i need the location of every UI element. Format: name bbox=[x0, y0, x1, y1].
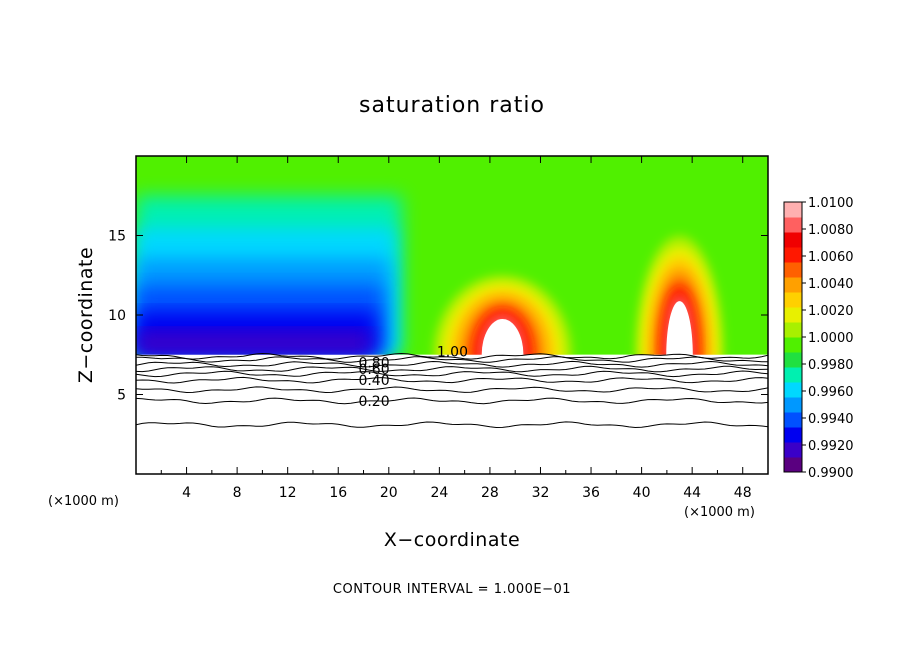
x-tick-label: 40 bbox=[633, 485, 651, 501]
x-axis-unit-label-right: (×1000 m) bbox=[684, 505, 755, 520]
x-tick-label: 48 bbox=[734, 485, 752, 501]
colorbar-swatch bbox=[784, 412, 802, 428]
colorbar-swatch bbox=[784, 232, 802, 248]
contour-lines bbox=[136, 352, 768, 429]
colorbar-swatch bbox=[784, 337, 802, 353]
colorbar-swatch bbox=[784, 322, 802, 338]
colorbar-swatch bbox=[784, 262, 802, 278]
y-axis: 5 10 15 bbox=[108, 229, 768, 404]
x-tick-label: 36 bbox=[582, 485, 600, 501]
x-tick-label: 16 bbox=[329, 485, 347, 501]
contour-line bbox=[136, 397, 768, 405]
x-tick-label: 44 bbox=[683, 485, 701, 501]
x-tick-label: 20 bbox=[380, 485, 398, 501]
contour-line bbox=[136, 421, 768, 429]
field-band-indigo bbox=[136, 330, 370, 355]
colorbar-label: 0.9960 bbox=[808, 385, 854, 400]
contour-line bbox=[136, 356, 768, 363]
colorbar-swatch bbox=[784, 442, 802, 458]
colorbar-swatch bbox=[784, 457, 802, 473]
colorbar-label: 0.9900 bbox=[808, 466, 854, 481]
y-axis-label: Z−coordinate bbox=[75, 247, 97, 383]
contour-line bbox=[136, 365, 768, 373]
x-axis-label: X−coordinate bbox=[384, 529, 520, 551]
colorbar-label: 1.0060 bbox=[808, 250, 854, 265]
field-unsaturated-layer bbox=[136, 354, 768, 474]
colorbar-label: 1.0020 bbox=[808, 304, 854, 319]
colorbar-swatch bbox=[784, 217, 802, 233]
x-axis-unit-label: (×1000 m) bbox=[48, 494, 119, 509]
contour-label: 0.60 bbox=[358, 362, 389, 378]
contour-line bbox=[136, 376, 768, 384]
x-axis: 4 8 12 16 20 24 28 32 36 40 44 48 bbox=[160, 156, 752, 501]
x-tick-label: 32 bbox=[532, 485, 550, 501]
colorbar-swatch bbox=[784, 427, 802, 443]
colorbar-label: 1.0040 bbox=[808, 277, 854, 292]
colorbar-swatch bbox=[784, 202, 802, 218]
contour-label: 0.20 bbox=[358, 394, 389, 410]
contour-line bbox=[136, 386, 768, 394]
chart-title: saturation ratio bbox=[359, 93, 545, 118]
colorbar-label: 0.9940 bbox=[808, 412, 854, 427]
colorbar-swatch bbox=[784, 247, 802, 263]
colorbar-swatch bbox=[784, 367, 802, 383]
colorbar: 1.0100 1.0080 1.0060 1.0040 1.0020 1.0000 0.99… bbox=[783, 196, 854, 481]
colorbar-label: 0.9920 bbox=[808, 439, 854, 454]
contour-labels: 1.00 0.800.600.40 0.20 bbox=[358, 345, 468, 410]
y-tick-label: 15 bbox=[108, 229, 126, 245]
colorbar-label: 0.9980 bbox=[808, 358, 854, 373]
colorbar-swatch bbox=[784, 397, 802, 413]
colorbar-swatch bbox=[784, 292, 802, 308]
contour-line bbox=[136, 360, 768, 368]
plot-area bbox=[136, 156, 768, 474]
contour-line bbox=[136, 370, 768, 378]
contour-interval-note: CONTOUR INTERVAL = 1.000E−01 bbox=[333, 582, 571, 597]
colorbar-swatch bbox=[784, 352, 802, 368]
contour-label: 0.40 bbox=[358, 373, 389, 389]
x-tick-label: 12 bbox=[279, 485, 297, 501]
colorbar-swatch bbox=[784, 382, 802, 398]
colorbar-label: 1.0080 bbox=[808, 223, 854, 238]
contour-label: 0.80 bbox=[358, 356, 389, 372]
colorbar-swatch bbox=[784, 277, 802, 293]
colorbar-swatch bbox=[784, 307, 802, 323]
contour-line bbox=[136, 352, 768, 360]
x-tick-label: 28 bbox=[481, 485, 499, 501]
contour-label: 1.00 bbox=[437, 345, 468, 361]
colorbar-label: 1.0000 bbox=[808, 331, 854, 346]
x-tick-label: 8 bbox=[233, 485, 242, 501]
x-tick-label: 24 bbox=[430, 485, 448, 501]
y-tick-label: 10 bbox=[108, 308, 126, 324]
x-tick-label: 4 bbox=[182, 485, 191, 501]
colorbar-label: 1.0100 bbox=[808, 196, 854, 211]
y-tick-label: 5 bbox=[117, 388, 126, 404]
